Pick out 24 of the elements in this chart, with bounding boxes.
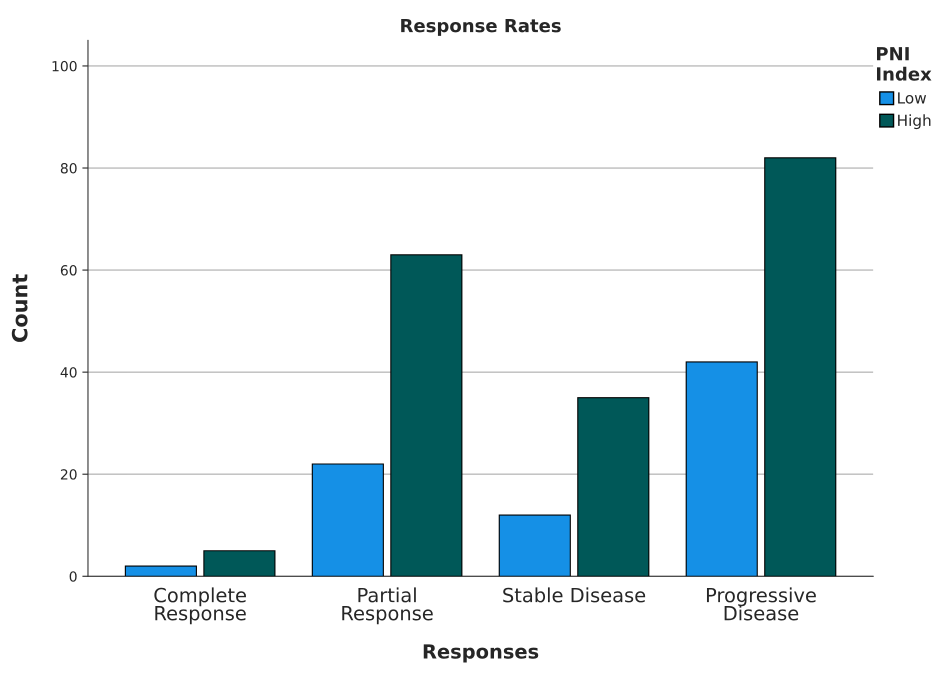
x-tick-label: Complete Response: [154, 587, 246, 624]
y-tick-label: 100: [52, 60, 77, 72]
x-tick-label: Progressive Disease: [706, 587, 816, 621]
bar: [124, 566, 197, 576]
bar: [764, 157, 836, 576]
y-tick-label: 20: [60, 469, 77, 480]
bar: [390, 254, 462, 576]
chart-title: Response Rates: [401, 18, 561, 36]
x-tick-label: Stable Disease: [503, 587, 646, 602]
legend-label: Low: [898, 92, 926, 104]
x-axis-title: Responses: [424, 644, 538, 663]
y-tick-label: 80: [60, 162, 77, 174]
legend-title: PNI Index: [877, 47, 932, 81]
x-tick-label: Partial Response: [342, 587, 433, 624]
y-tick-label: 60: [60, 265, 77, 276]
y-tick-label: 0: [70, 571, 77, 582]
y-tick-label: 40: [60, 367, 77, 378]
bar: [498, 514, 571, 576]
legend-label: High: [898, 114, 930, 130]
bar: [577, 397, 650, 576]
bar: [203, 550, 276, 576]
bar: [686, 361, 758, 576]
bar: [312, 463, 384, 576]
y-axis-title: Count: [12, 274, 28, 342]
